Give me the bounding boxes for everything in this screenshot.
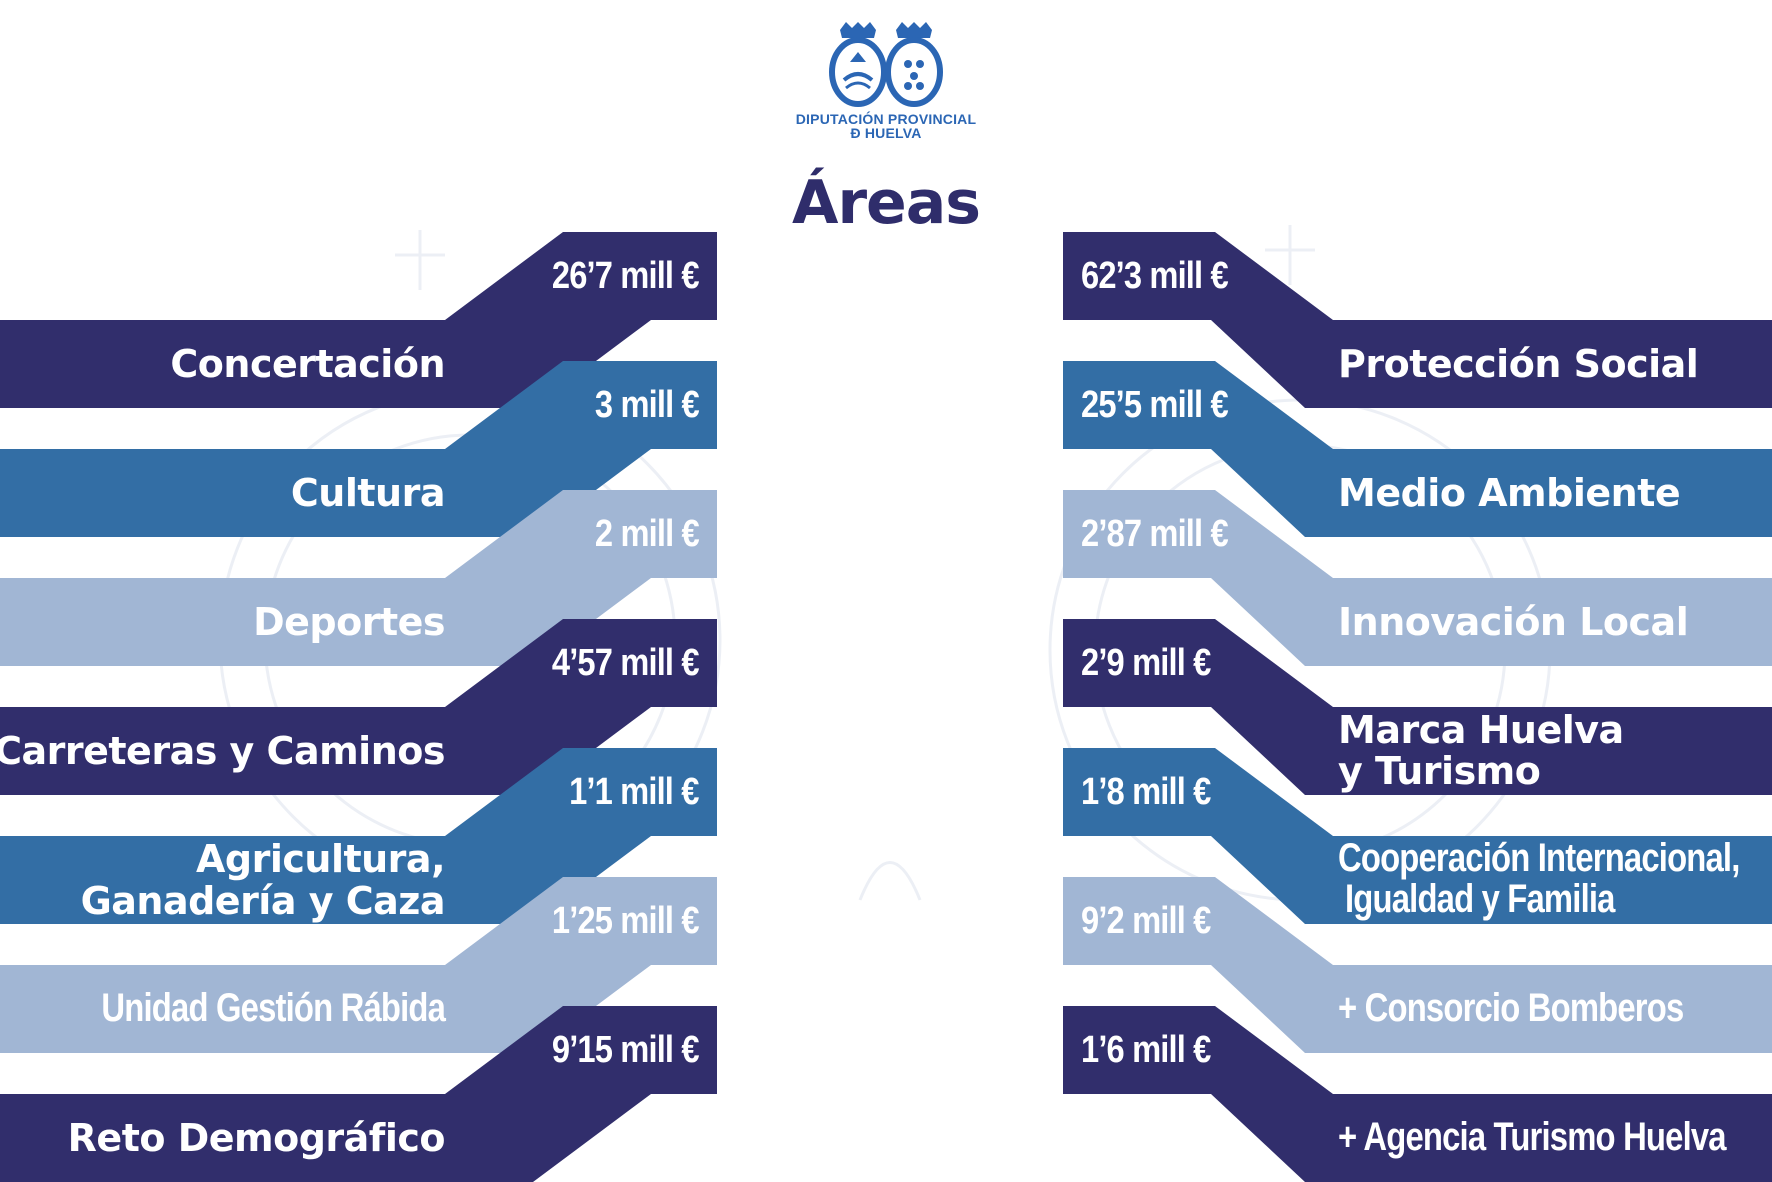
area-name-agricultura-ganaderia-y-caza-line1: Agricultura, xyxy=(195,837,446,881)
amount-reto-demografico: 9’15 mill € xyxy=(552,1029,700,1071)
amount-innovacion-local: 2’87 mill € xyxy=(1081,513,1229,555)
ribbon-left-agricultura-ganaderia-y-caza xyxy=(0,748,717,924)
amount-medio-ambiente: 25’5 mill € xyxy=(1081,384,1229,426)
area-name-carreteras-y-caminos: Carreteras y Caminos xyxy=(0,729,445,773)
area-name-unidad-gestion-rabida: Unidad Gestión Rábida xyxy=(101,986,445,1030)
ribbon-left-deportes xyxy=(0,490,717,666)
area-name-deportes: Deportes xyxy=(253,600,445,644)
ribbon-right-medio-ambiente xyxy=(1063,361,1772,537)
area-name-marca-huelva-y-turismo-line1: Marca Huelva xyxy=(1338,708,1624,752)
area-name-cooperacion-internacional-igualdad-y-familia-line2: Igualdad y Familia xyxy=(1345,877,1615,921)
ribbon-right-marca-huelva-y-turismo xyxy=(1063,619,1772,795)
amount-agencia-turismo-huelva: 1’6 mill € xyxy=(1081,1029,1211,1071)
ribbon-right-innovacion-local xyxy=(1063,490,1772,666)
page-title: Áreas xyxy=(792,168,981,238)
amount-cultura: 3 mill € xyxy=(595,384,700,426)
amount-concertacion: 26’7 mill € xyxy=(552,255,700,297)
amount-unidad-gestion-rabida: 1’25 mill € xyxy=(552,900,700,942)
coat-of-arms-icon xyxy=(829,22,943,107)
area-name-agencia-turismo-huelva: + Agencia Turismo Huelva xyxy=(1338,1115,1727,1159)
area-name-proteccion-social: Protección Social xyxy=(1338,342,1699,386)
area-name-innovacion-local: Innovación Local xyxy=(1338,600,1689,644)
amount-cooperacion-internacional-igualdad-y-familia: 1’8 mill € xyxy=(1081,771,1211,813)
area-name-marca-huelva-y-turismo-line2: y Turismo xyxy=(1338,749,1541,793)
ribbon-left-concertacion xyxy=(0,232,717,408)
amount-proteccion-social: 62’3 mill € xyxy=(1081,255,1229,297)
amount-carreteras-y-caminos: 4’57 mill € xyxy=(552,642,700,684)
area-name-cultura: Cultura xyxy=(290,471,446,515)
area-name-medio-ambiente: Medio Ambiente xyxy=(1338,471,1681,515)
ribbon-left-carreteras-y-caminos xyxy=(0,619,717,795)
area-name-consorcio-bomberos: + Consorcio Bomberos xyxy=(1338,986,1684,1030)
amount-consorcio-bomberos: 9’2 mill € xyxy=(1081,900,1211,942)
diputacion-logo: DIPUTACIÓN PROVINCIAL Ð HUELVA xyxy=(760,22,1012,152)
amount-marca-huelva-y-turismo: 2’9 mill € xyxy=(1081,642,1211,684)
ribbon-left-unidad-gestion-rabida xyxy=(0,877,717,1053)
ribbons-layer xyxy=(0,232,1772,1182)
area-name-agricultura-ganaderia-y-caza-line2: Ganadería y Caza xyxy=(80,879,446,923)
area-name-reto-demografico: Reto Demográfico xyxy=(67,1116,446,1160)
ribbon-right-proteccion-social xyxy=(1063,232,1772,408)
area-name-concertacion: Concertación xyxy=(170,342,445,386)
ribbon-right-agencia-turismo-huelva xyxy=(1063,1006,1772,1182)
ribbon-left-cultura xyxy=(0,361,717,537)
amount-agricultura-ganaderia-y-caza: 1’1 mill € xyxy=(569,771,700,813)
logo-text-line1: DIPUTACIÓN PROVINCIAL xyxy=(795,111,977,127)
ribbon-right-cooperacion-internacional-igualdad-y-familia xyxy=(1063,748,1772,924)
amount-deportes: 2 mill € xyxy=(595,513,700,555)
logo-text-line2: Ð HUELVA xyxy=(850,125,922,141)
ribbon-right-consorcio-bomberos xyxy=(1063,877,1772,1053)
ribbon-left-reto-demografico xyxy=(0,1006,717,1182)
area-name-cooperacion-internacional-igualdad-y-familia-line1: Cooperación Internacional, xyxy=(1338,836,1740,880)
